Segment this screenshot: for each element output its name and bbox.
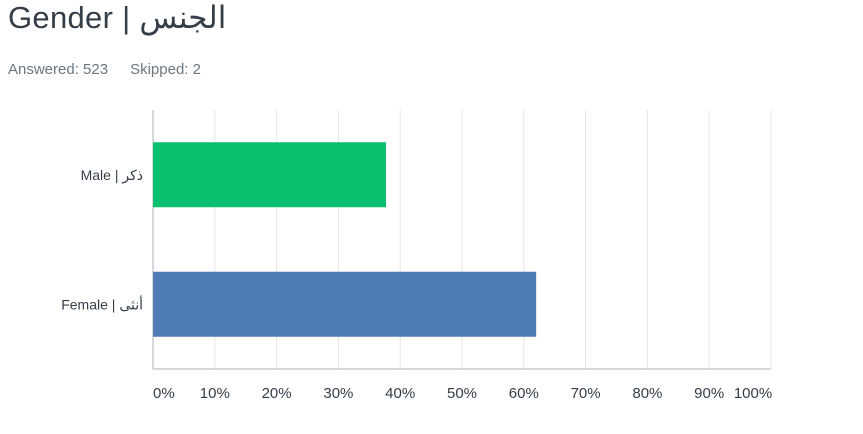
bar-male	[153, 142, 386, 208]
x-tick-label: 60%	[509, 385, 539, 402]
response-stats: Answered: 523 Skipped: 2	[8, 61, 201, 78]
category-label: Male | ذكر	[81, 167, 143, 184]
x-tick-label: 40%	[385, 385, 415, 402]
x-tick-label: 70%	[571, 385, 601, 402]
category-label: Female | أنثى	[61, 295, 143, 312]
x-tick-label: 50%	[447, 385, 477, 402]
question-title: Gender | الجنس	[8, 0, 227, 35]
x-tick-label: 90%	[694, 385, 724, 402]
x-tick-label: 30%	[323, 385, 353, 402]
answered-count: Answered: 523	[8, 61, 109, 78]
x-tick-label: 80%	[632, 385, 662, 402]
x-tick-label: 100%	[734, 385, 772, 402]
skipped-count: Skipped: 2	[130, 61, 201, 78]
x-tick-label: 20%	[262, 385, 292, 402]
bar-female	[153, 271, 537, 337]
x-tick-label: 0%	[153, 385, 175, 402]
x-tick-label: 10%	[200, 385, 230, 402]
